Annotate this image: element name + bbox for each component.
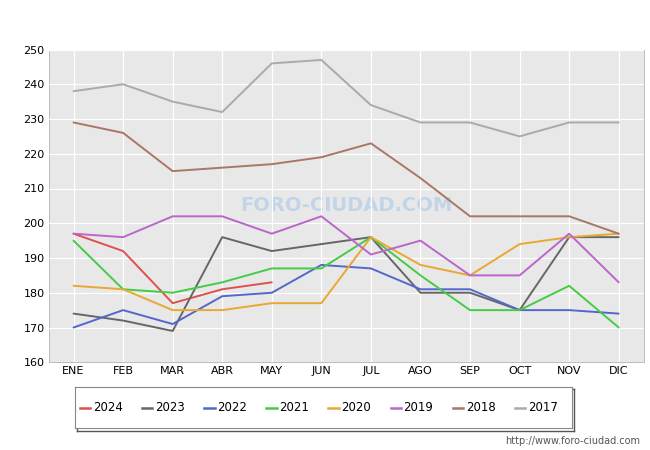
- Text: 2022: 2022: [217, 401, 247, 414]
- Text: 2019: 2019: [404, 401, 434, 414]
- Text: Afiliados en Alía a 31/5/2024: Afiliados en Alía a 31/5/2024: [196, 11, 454, 29]
- Text: 2018: 2018: [465, 401, 495, 414]
- Text: 2017: 2017: [528, 401, 558, 414]
- Text: 2021: 2021: [280, 401, 309, 414]
- Text: 2024: 2024: [93, 401, 123, 414]
- Text: 2020: 2020: [341, 401, 371, 414]
- Text: http://www.foro-ciudad.com: http://www.foro-ciudad.com: [505, 436, 640, 446]
- Text: 2023: 2023: [155, 401, 185, 414]
- Text: FORO-CIUDAD.COM: FORO-CIUDAD.COM: [240, 196, 452, 216]
